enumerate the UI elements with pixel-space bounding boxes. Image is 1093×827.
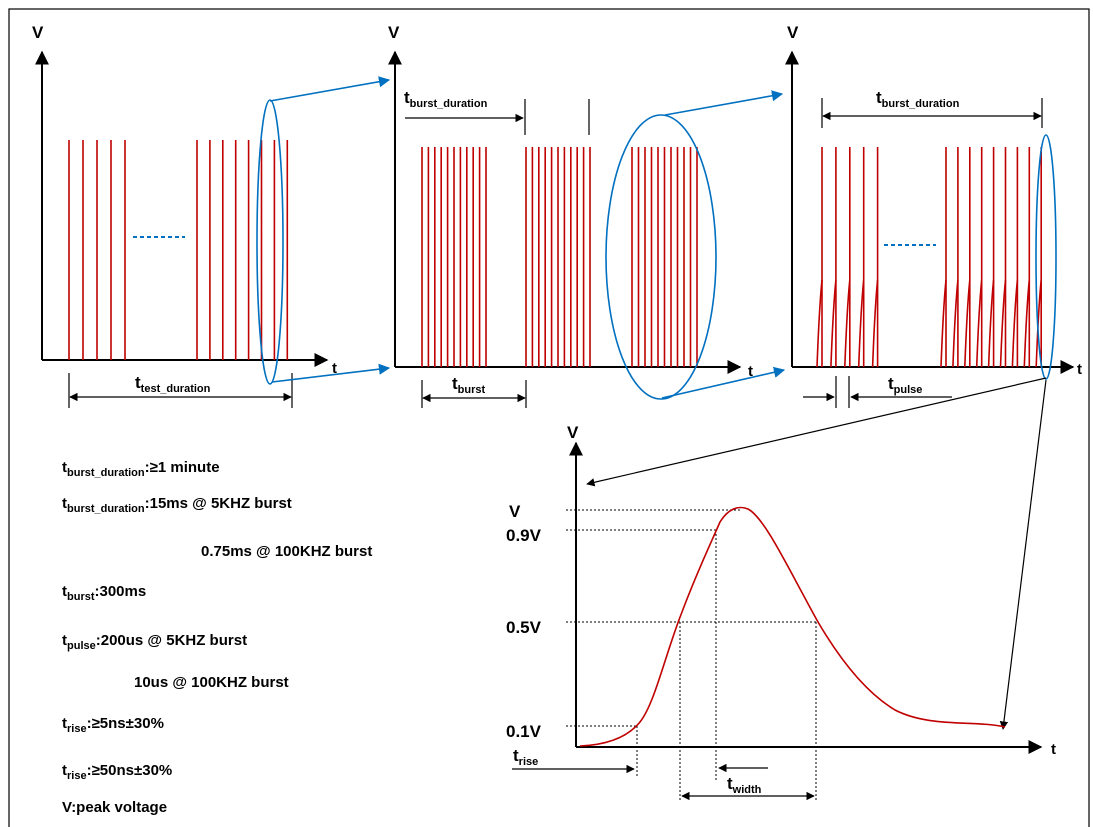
- zoom-arrow: [664, 90, 784, 116]
- pulse-decay: [857, 279, 865, 368]
- pulse-decay: [830, 279, 837, 368]
- x-axis-label: t: [748, 363, 753, 380]
- y-axis-label: V: [32, 23, 44, 42]
- level-label-10: 0.1V: [506, 722, 542, 741]
- zoom-arrow: [271, 363, 391, 383]
- spec-line: 0.75ms @ 100KHZ burst: [201, 543, 372, 560]
- spec-line: tburst_duration:≥1 minute: [62, 459, 220, 479]
- pulse-decay: [952, 279, 959, 368]
- pulse-decay: [987, 279, 995, 368]
- x-axis-label: t: [1077, 361, 1082, 378]
- burst-group: [421, 147, 698, 367]
- pulse-decay: [975, 279, 983, 368]
- burst-group: [68, 140, 289, 360]
- level-label-90: 0.9V: [506, 526, 542, 545]
- y-axis-label: V: [787, 23, 799, 42]
- test-duration-label: ttest_duration: [135, 373, 211, 395]
- panel-pulse-train: V t tburst_duration tpulse: [785, 23, 1082, 408]
- panel-burst-duration: V t tburst_duration tburst: [388, 23, 753, 408]
- pulse-decay: [999, 279, 1007, 368]
- zoom-line: [586, 377, 1047, 487]
- zoom-ellipse: [605, 114, 717, 400]
- pulse-decay: [1023, 279, 1031, 368]
- x-axis-label: t: [1051, 741, 1056, 758]
- zoom-arrow: [269, 76, 391, 102]
- spec-line: trise:≥5ns±30%: [62, 715, 164, 735]
- pulse-label: tpulse: [888, 374, 922, 396]
- zoom-arrow: [661, 366, 786, 399]
- diagram-frame: [8, 8, 1090, 827]
- burst-label: tburst: [452, 374, 486, 396]
- spec-line: trise:≥50ns±30%: [62, 762, 172, 782]
- pulse-waveform: V t V 0.9V 0.5V 0.1V trise twidth: [506, 423, 1056, 801]
- zoom-line: [999, 379, 1047, 730]
- rise-label: trise: [513, 746, 538, 768]
- pulse-decay: [964, 279, 971, 368]
- pulse-decay: [1011, 279, 1019, 368]
- zoom-ellipse: [1035, 134, 1057, 380]
- y-axis-label: V: [567, 423, 579, 442]
- pulse-decay: [816, 279, 823, 368]
- pulse-decay: [940, 279, 947, 368]
- spec-line: 10us @ 100KHZ burst: [134, 674, 289, 691]
- pulse-decay: [871, 279, 879, 368]
- pulse-decay: [844, 279, 851, 368]
- y-axis-label: V: [388, 23, 400, 42]
- spec-line: tburst_duration:15ms @ 5KHZ burst: [62, 495, 292, 515]
- level-label-50: 0.5V: [506, 618, 542, 637]
- burst-duration-label: tburst_duration: [404, 88, 488, 110]
- pulse-curve: [579, 506, 1006, 747]
- pulse-decay: [1035, 279, 1042, 368]
- width-label: twidth: [727, 774, 762, 796]
- spec-list: tburst_duration:≥1 minute tburst_duratio…: [62, 459, 372, 816]
- spec-line: tburst:300ms: [62, 583, 146, 603]
- spec-line: V:peak voltage: [62, 799, 167, 816]
- spec-line: tpulse:200us @ 5KHZ burst: [62, 632, 247, 652]
- panel-test-duration: V t ttest_duration: [32, 23, 337, 408]
- burst-duration-label: tburst_duration: [876, 88, 960, 110]
- burst-group: [816, 147, 1042, 368]
- level-label-peak: V: [509, 502, 521, 521]
- x-axis-label: t: [332, 360, 337, 377]
- zoom-ellipse: [256, 99, 284, 385]
